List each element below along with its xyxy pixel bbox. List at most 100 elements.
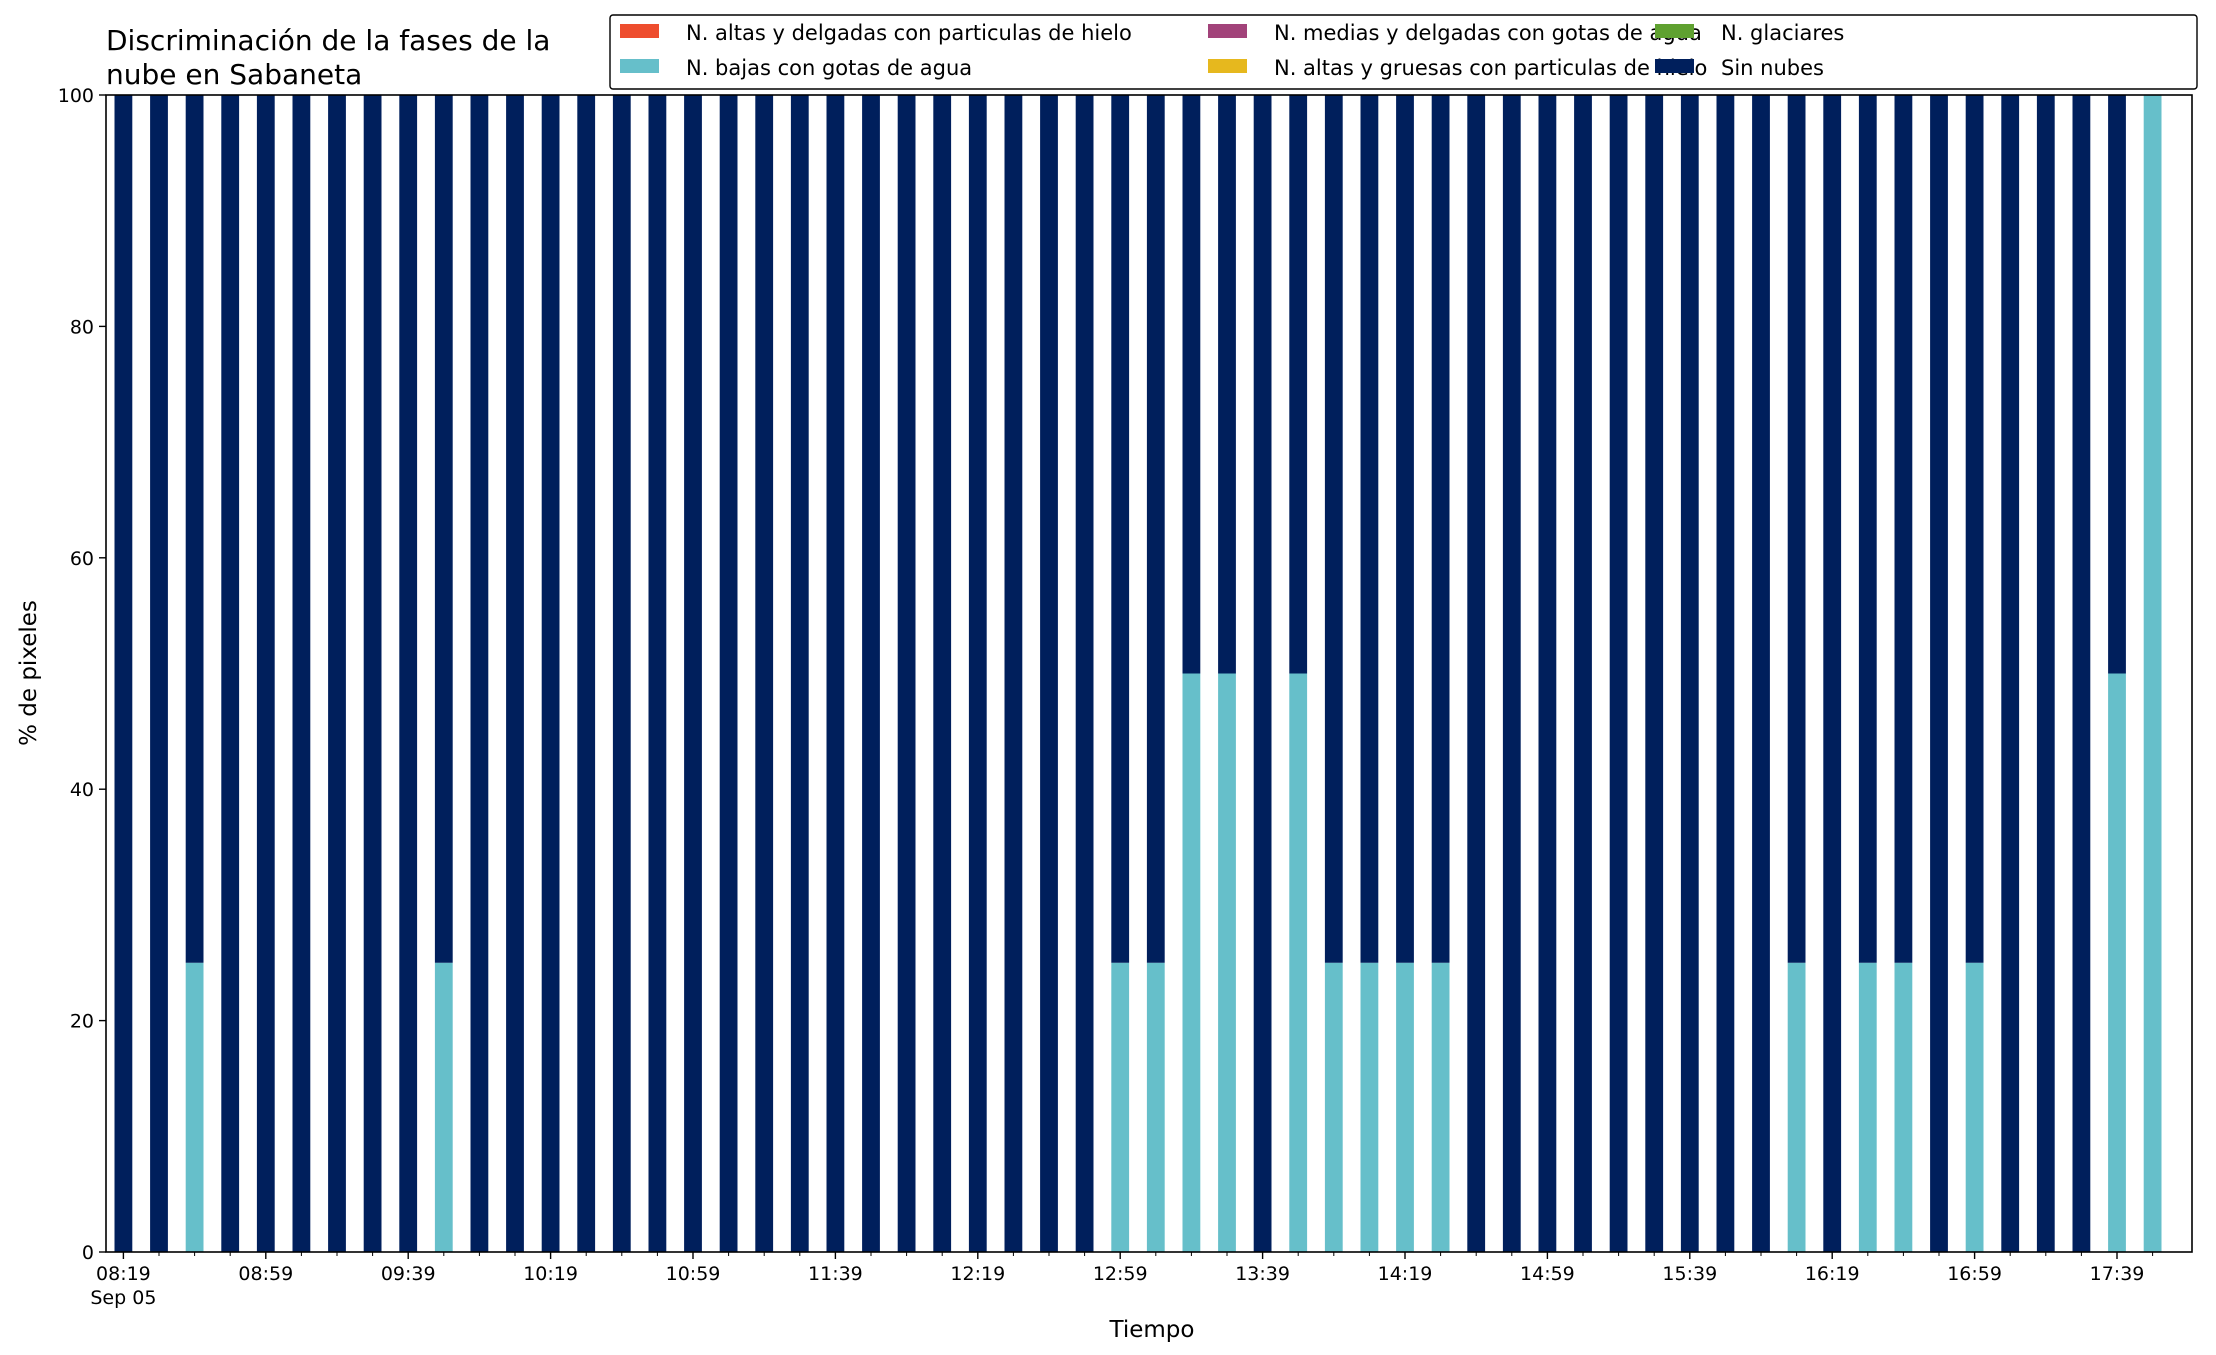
bar-segment-56-series-2 — [2108, 673, 2126, 1252]
bar-segment-42-series-5 — [1609, 95, 1628, 1252]
y-tick-label-2: 40 — [70, 779, 94, 801]
bar-segment-2-series-2 — [185, 962, 204, 1252]
bar-segment-9-series-2 — [434, 962, 453, 1252]
x-tick-date-label: Sep 05 — [90, 1287, 156, 1309]
bar-segment-35-series-2 — [1360, 962, 1379, 1252]
bar-segment-27-series-5 — [1075, 95, 1094, 1252]
bar-segment-16-series-5 — [684, 95, 702, 1252]
y-tick-label-0: 0 — [82, 1242, 94, 1264]
legend-label-4: N. medias y delgadas con gotas de agua — [1274, 21, 1702, 45]
bar-segment-44-series-5 — [1680, 95, 1699, 1252]
legend-swatch-1 — [1208, 59, 1247, 73]
bar-segment-13-series-5 — [577, 95, 596, 1252]
y-tick-label-5: 100 — [58, 85, 94, 107]
x-tick-label-8: 13:39 — [1235, 1263, 1290, 1285]
x-tick-label-3: 10:19 — [523, 1263, 578, 1285]
y-tick-label-1: 20 — [70, 1011, 94, 1033]
bar-segment-21-series-5 — [862, 95, 880, 1252]
x-axis: 08:19 08:59 09:39 10:19 10:59 11:39 12:19 12:59… — [90, 1252, 2154, 1309]
legend-label-1: N. altas y gruesas con particulas de hie… — [1274, 56, 1707, 80]
bar-segment-33-series-5 — [1289, 95, 1308, 674]
bar-segment-39-series-5 — [1502, 95, 1521, 1252]
bar-segment-8-series-5 — [399, 95, 418, 1252]
bar-segment-31-series-2 — [1218, 673, 1236, 1252]
bar-segment-23-series-5 — [933, 95, 952, 1252]
legend-label-3: N. glaciares — [1721, 21, 1844, 45]
legend-swatch-4 — [1208, 24, 1247, 38]
bar-segment-20-series-5 — [826, 95, 845, 1252]
bar-segment-40-series-5 — [1538, 95, 1557, 1252]
y-tick-label-3: 60 — [70, 548, 94, 570]
x-tick-label-11: 15:39 — [1662, 1263, 1717, 1285]
bar-segment-50-series-5 — [1894, 95, 1913, 963]
bar-segment-7-series-5 — [363, 95, 382, 1252]
bar-segment-34-series-2 — [1324, 962, 1343, 1252]
bar-segment-38-series-5 — [1467, 95, 1486, 1252]
bar-segment-50-series-2 — [1894, 962, 1913, 1252]
bar-segment-0-series-5 — [114, 95, 133, 1252]
bar-segment-19-series-5 — [790, 95, 809, 1252]
x-tick-label-10: 14:59 — [1520, 1263, 1575, 1285]
bar-segment-46-series-5 — [1752, 95, 1770, 1252]
bar-segment-43-series-5 — [1645, 95, 1664, 1252]
y-axis: 0 20 40 60 80 100 — [58, 85, 106, 1264]
bar-segment-34-series-5 — [1324, 95, 1343, 963]
x-tick-label-6: 12:19 — [950, 1263, 1005, 1285]
x-tick-label-1: 08:59 — [238, 1263, 293, 1285]
plot-frame — [105, 94, 2193, 1253]
bar-segment-56-series-5 — [2108, 95, 2126, 674]
bar-segment-9-series-5 — [434, 95, 453, 963]
bar-segment-33-series-2 — [1289, 673, 1308, 1252]
bar-segment-55-series-5 — [2072, 95, 2091, 1252]
legend-label-5: Sin nubes — [1721, 56, 1824, 80]
bar-segment-32-series-5 — [1253, 95, 1272, 1252]
bar-segment-11-series-5 — [506, 95, 524, 1252]
bar-segment-37-series-5 — [1431, 95, 1450, 963]
x-tick-label-14: 17:39 — [2090, 1263, 2145, 1285]
legend-swatch-5 — [1655, 59, 1694, 73]
x-tick-label-12: 16:19 — [1805, 1263, 1860, 1285]
legend-box — [609, 14, 2198, 90]
bar-segment-52-series-2 — [1965, 962, 1984, 1252]
bar-segment-22-series-5 — [897, 95, 916, 1252]
x-tick-label-4: 10:59 — [666, 1263, 721, 1285]
bar-segment-6-series-5 — [328, 95, 346, 1252]
bar-segment-51-series-5 — [1930, 95, 1948, 1252]
bar-segment-45-series-5 — [1716, 95, 1735, 1252]
bar-segment-48-series-5 — [1823, 95, 1842, 1252]
x-tick-label-0: 08:19 — [96, 1263, 151, 1285]
bar-segment-28-series-2 — [1111, 962, 1130, 1252]
bar-segment-4-series-5 — [256, 95, 275, 1252]
bar-segment-15-series-5 — [648, 95, 667, 1252]
bar-segment-28-series-5 — [1111, 95, 1130, 963]
bar-segment-3-series-5 — [221, 95, 240, 1252]
bar-segment-35-series-5 — [1360, 95, 1379, 963]
bar-segment-17-series-5 — [719, 95, 738, 1252]
bar-segment-24-series-5 — [968, 95, 987, 1252]
bar-segment-30-series-5 — [1182, 95, 1201, 674]
legend-label-2: N. bajas con gotas de agua — [686, 56, 972, 80]
bar-segment-29-series-5 — [1146, 95, 1165, 963]
bar-segment-25-series-5 — [1004, 95, 1023, 1252]
legend-swatch-2 — [620, 59, 659, 73]
chart-title-line-1: Discriminación de la fases de la — [106, 24, 550, 57]
chart-title-line-2: nube en Sabaneta — [106, 58, 362, 91]
bar-segment-1-series-5 — [150, 95, 168, 1252]
bar-segment-52-series-5 — [1965, 95, 1984, 963]
bar-segment-2-series-5 — [185, 95, 204, 963]
x-tick-label-2: 09:39 — [381, 1263, 436, 1285]
bar-segment-36-series-2 — [1396, 962, 1414, 1252]
y-axis-title: % de pixeles — [16, 600, 42, 746]
bar-segment-30-series-2 — [1182, 673, 1201, 1252]
bar-segment-36-series-5 — [1396, 95, 1414, 963]
bar-segment-49-series-2 — [1858, 962, 1877, 1252]
bar-segment-49-series-5 — [1858, 95, 1877, 963]
bar-segment-12-series-5 — [541, 95, 560, 1252]
bar-segment-29-series-2 — [1146, 962, 1165, 1252]
y-tick-label-4: 80 — [70, 316, 94, 338]
x-tick-label-13: 16:59 — [1947, 1263, 2002, 1285]
x-tick-label-5: 11:39 — [808, 1263, 863, 1285]
legend: N. altas y delgadas con particulas de hi… — [609, 14, 2198, 90]
legend-label-0: N. altas y delgadas con particulas de hi… — [686, 21, 1132, 45]
